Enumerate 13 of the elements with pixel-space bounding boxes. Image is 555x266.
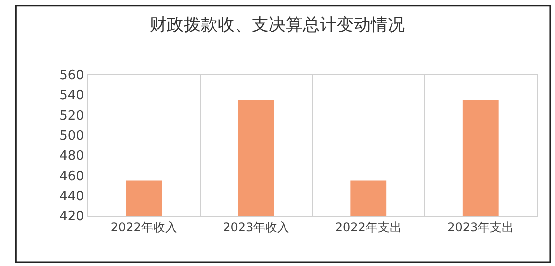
y-tick-label: 560	[60, 68, 84, 84]
x-tick-label: 2022年支出	[335, 220, 402, 234]
y-tick-label: 480	[60, 149, 84, 164]
y-tick-label: 460	[60, 169, 84, 184]
y-tick-label: 420	[60, 210, 84, 225]
y-tick-label: 440	[60, 189, 84, 204]
x-tick-label: 2023年支出	[448, 220, 514, 234]
x-tick-label: 2022年收入	[110, 220, 178, 234]
x-tick-label: 2023年收入	[223, 220, 290, 234]
y-tick-label: 500	[60, 128, 84, 144]
chart-title: 财政拨款收、支决算总计变动情况	[150, 16, 405, 36]
y-tick-label: 520	[60, 108, 84, 124]
y-tick-label: 540	[60, 88, 84, 104]
